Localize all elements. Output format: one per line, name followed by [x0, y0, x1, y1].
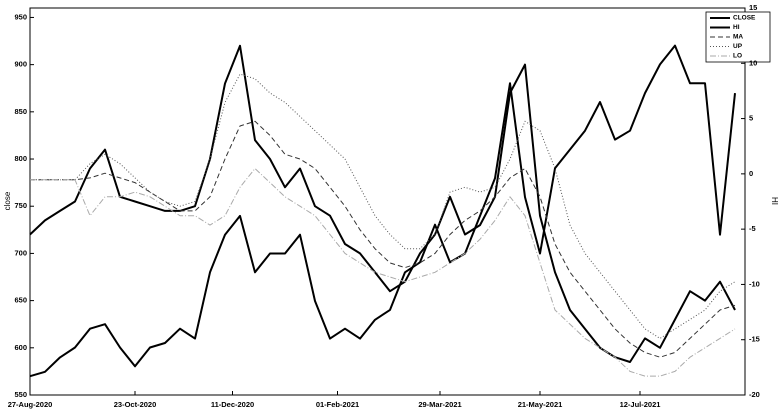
legend: CLOSE HI MA UP LO	[705, 11, 771, 63]
y-tick-label: 800	[14, 154, 27, 163]
x-tick-label: 29-Mar-2021	[418, 400, 461, 409]
y2-tick-label: -20	[749, 390, 760, 399]
series-line	[29, 44, 736, 363]
legend-label: HI	[733, 24, 740, 31]
y2-tick-label: 15	[749, 3, 757, 12]
y2-tick-label: -15	[749, 335, 760, 344]
x-tick-label: 12-Jul-2021	[620, 400, 661, 409]
y-tick-label: 650	[14, 296, 27, 305]
y2-tick-label: 5	[749, 114, 753, 123]
legend-label: CLOSE	[733, 15, 756, 22]
y-tick-label: 550	[14, 390, 27, 399]
y2-tick-label: 0	[749, 169, 753, 178]
legend-box	[705, 11, 771, 63]
y-tick-label: 750	[14, 201, 27, 210]
y-axis-label: close	[3, 191, 12, 210]
x-tick-label: 01-Feb-2021	[316, 400, 359, 409]
series-line	[30, 120, 736, 358]
series-line	[30, 168, 736, 377]
y-tick-label: 850	[14, 107, 27, 116]
y2-tick-label: -5	[749, 224, 756, 233]
x-tick-label: 27-Aug-2020	[8, 400, 53, 409]
legend-label: LO	[733, 53, 742, 60]
series-line	[30, 73, 736, 339]
plot-frame	[29, 7, 746, 396]
series-line	[29, 44, 736, 378]
y-tick-label: 950	[14, 12, 27, 21]
legend-label: UP	[733, 43, 743, 50]
y-tick-label: 600	[14, 343, 27, 352]
x-tick-label: 11-Dec-2020	[211, 400, 254, 409]
y-tick-label: 900	[14, 60, 27, 69]
y-tick-label: 700	[14, 248, 27, 257]
x-tick-label: 23-Oct-2020	[114, 400, 157, 409]
y2-tick-label: -10	[749, 279, 760, 288]
y2-tick-label: 10	[749, 58, 757, 67]
x-tick-label: 21-May-2021	[518, 400, 563, 409]
legend-label: MA	[733, 34, 743, 41]
y2-axis-label: HI	[770, 197, 779, 205]
